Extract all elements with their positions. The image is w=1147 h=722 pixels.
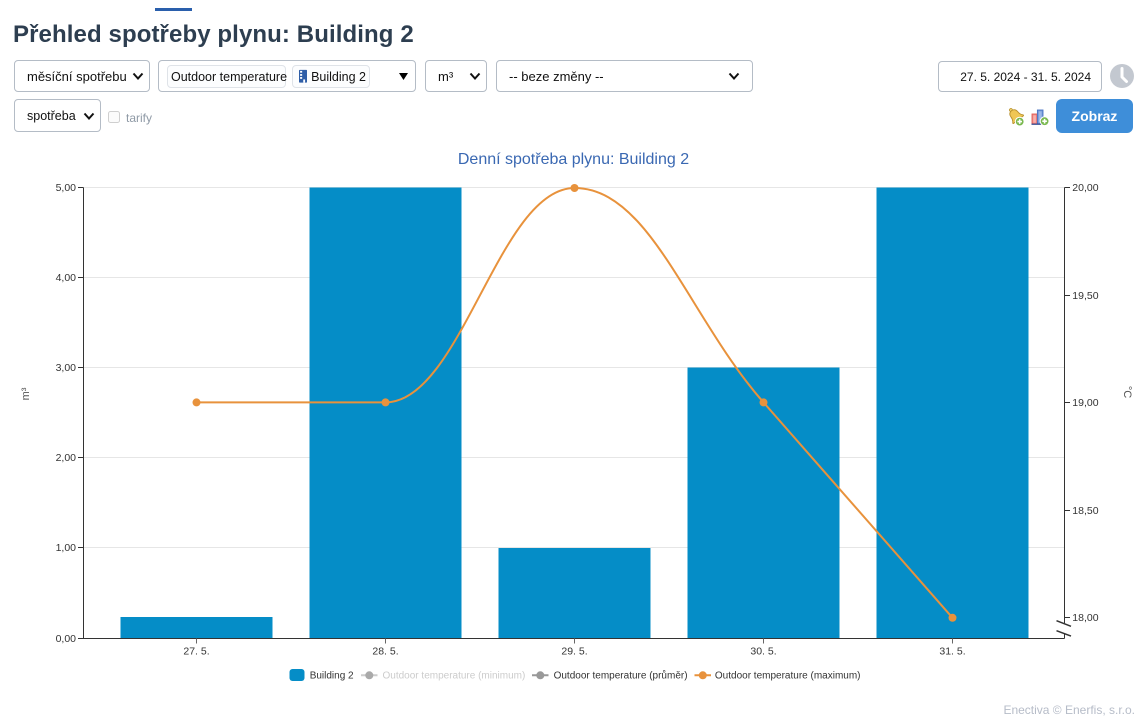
svg-text:18,00: 18,00: [1072, 612, 1098, 624]
svg-text:1,00: 1,00: [56, 542, 77, 554]
svg-text:30. 5.: 30. 5.: [750, 645, 776, 657]
svg-text:3,00: 3,00: [56, 362, 77, 374]
svg-text:5,00: 5,00: [56, 182, 77, 194]
svg-text:m³: m³: [20, 387, 32, 400]
svg-text:Building 2: Building 2: [310, 671, 354, 682]
svg-text:19,00: 19,00: [1072, 397, 1098, 409]
svg-text:28. 5.: 28. 5.: [372, 645, 398, 657]
svg-text:2,00: 2,00: [56, 452, 77, 464]
svg-text:18,50: 18,50: [1072, 505, 1098, 517]
svg-text:20,00: 20,00: [1072, 182, 1098, 194]
svg-text:19,50: 19,50: [1072, 290, 1098, 302]
svg-text:Outdoor temperature (průměr): Outdoor temperature (průměr): [554, 670, 688, 682]
svg-text:4,00: 4,00: [56, 272, 77, 284]
svg-text:Outdoor temperature (maximum): Outdoor temperature (maximum): [715, 671, 861, 682]
svg-text:°C: °C: [1121, 386, 1133, 398]
svg-text:Outdoor temperature (minimum): Outdoor temperature (minimum): [383, 671, 526, 682]
svg-text:Denní spotřeba plynu: Building: Denní spotřeba plynu: Building 2: [458, 151, 689, 168]
svg-text:31. 5.: 31. 5.: [939, 645, 965, 657]
svg-text:Enectiva © Enerfis, s.r.o.: Enectiva © Enerfis, s.r.o.: [1003, 703, 1135, 717]
svg-text:27. 5.: 27. 5.: [183, 645, 209, 657]
svg-text:0,00: 0,00: [56, 633, 77, 645]
svg-text:29. 5.: 29. 5.: [561, 645, 587, 657]
